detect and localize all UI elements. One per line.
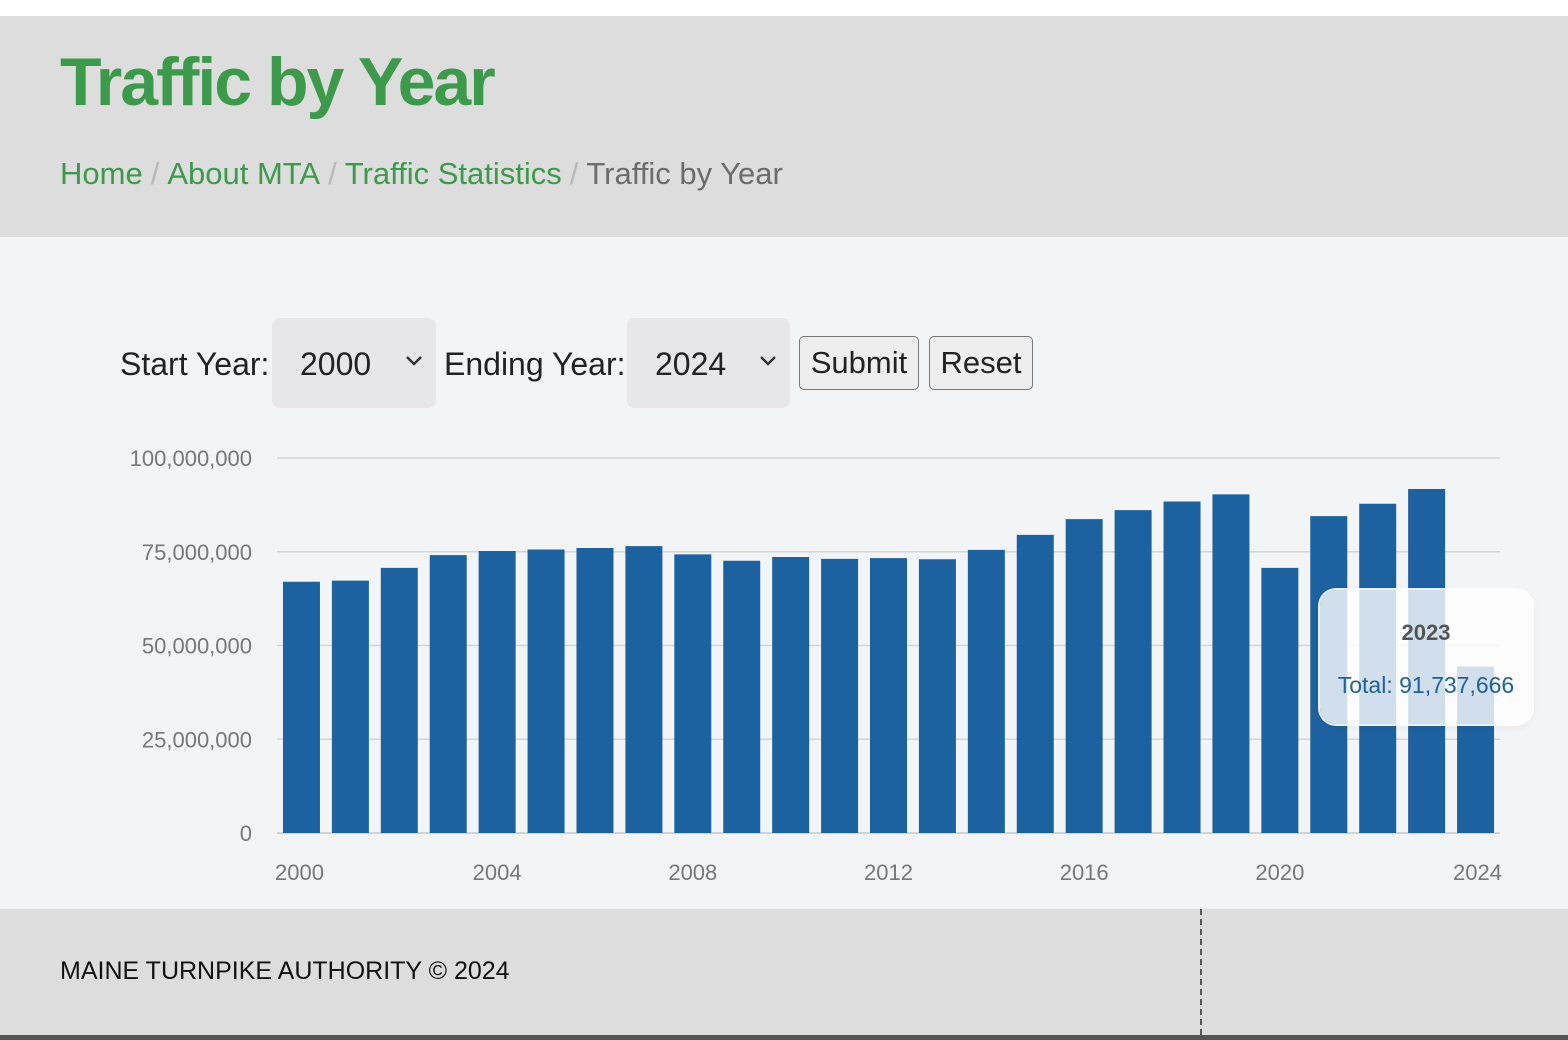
bar <box>625 546 663 833</box>
bar <box>918 559 956 833</box>
x-tick-label: 2000 <box>275 860 324 885</box>
bar <box>527 549 565 833</box>
bar <box>1114 510 1152 833</box>
bar <box>1016 534 1054 833</box>
footer-copyright: MAINE TURNPIKE AUTHORITY © 2024 <box>60 957 510 985</box>
chevron-down-icon <box>406 356 422 366</box>
x-tick-label: 2016 <box>1060 860 1109 885</box>
tooltip-total: Total: 91,737,666 <box>1337 672 1515 698</box>
y-tick-label: 100,000,000 <box>130 446 252 471</box>
page-title: Traffic by Year <box>60 44 496 120</box>
start-year-value: 2000 <box>300 346 372 382</box>
ending-year-value: 2024 <box>655 346 727 382</box>
y-tick-label: 25,000,000 <box>142 727 252 752</box>
breadcrumb-separator: / <box>328 156 337 191</box>
x-tick-label: 2012 <box>864 860 913 885</box>
y-tick-label: 75,000,000 <box>142 540 252 565</box>
bar <box>1065 519 1103 833</box>
bar <box>1261 567 1299 833</box>
footer-divider <box>1200 909 1202 1035</box>
top-strip <box>0 0 1568 16</box>
y-tick-label: 0 <box>240 821 252 846</box>
ending-year-select[interactable]: 2024 <box>627 318 790 408</box>
bar <box>870 558 907 833</box>
bar <box>674 554 712 833</box>
breadcrumb-current: Traffic by Year <box>586 156 783 191</box>
bar <box>380 567 418 833</box>
bar <box>478 551 516 833</box>
bar <box>429 555 467 833</box>
chevron-down-icon <box>760 356 776 366</box>
bottom-bar <box>0 1035 1568 1040</box>
bar <box>821 558 859 833</box>
bar <box>723 560 761 833</box>
page-header: Traffic by Year Home / About MTA / Traffic S… <box>0 16 1568 237</box>
breadcrumb-home[interactable]: Home <box>60 156 143 191</box>
breadcrumb-separator: / <box>569 156 579 191</box>
start-year-label: Start Year: <box>120 346 270 382</box>
bar <box>331 580 369 833</box>
breadcrumb-about-mta[interactable]: About MTA <box>167 156 321 191</box>
breadcrumb-traffic-statistics[interactable]: Traffic Statistics <box>344 156 562 191</box>
bar <box>772 557 810 833</box>
bar <box>1212 494 1250 833</box>
traffic-bar-chart: 0 25,000,000 50,000,000 75,000,000 100,000,0… <box>130 446 1502 885</box>
submit-button[interactable]: Submit <box>799 336 919 390</box>
x-tick-label: 2020 <box>1255 860 1304 885</box>
x-tick-label: 2024 <box>1453 860 1502 885</box>
x-tick-label: 2004 <box>473 860 522 885</box>
start-year-select[interactable]: 2000 <box>272 318 436 408</box>
reset-button[interactable]: Reset <box>929 336 1033 390</box>
tooltip-year: 2023 <box>1401 620 1451 645</box>
bar <box>576 548 614 833</box>
y-tick-label: 50,000,000 <box>142 634 252 659</box>
x-tick-label: 2008 <box>668 860 717 885</box>
page-footer: MAINE TURNPIKE AUTHORITY © 2024 <box>0 909 1568 1035</box>
ending-year-label: Ending Year: <box>444 346 626 382</box>
bar <box>967 549 1005 833</box>
breadcrumb: Home / About MTA / Traffic Statistics / Traffi… <box>60 156 783 192</box>
chart-tooltip: 2023 Total: 91,737,666 <box>1320 590 1532 724</box>
bar <box>282 581 320 833</box>
breadcrumb-separator: / <box>150 156 160 191</box>
bar <box>1163 501 1201 833</box>
